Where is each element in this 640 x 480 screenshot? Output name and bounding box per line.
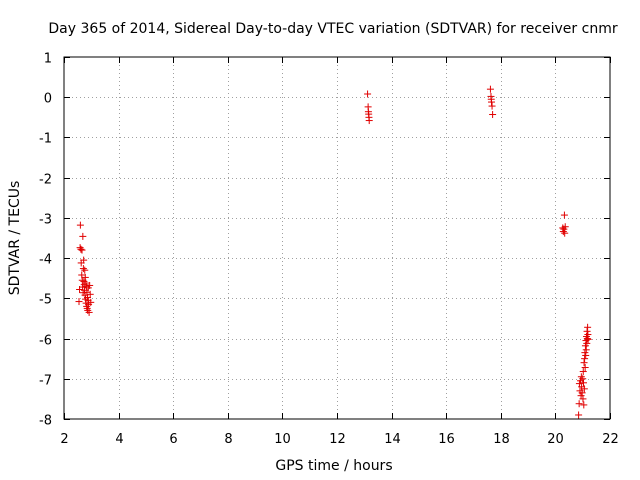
x-axis-label: GPS time / hours (275, 458, 392, 474)
data-point (78, 246, 86, 254)
y-tick-label: 1 (44, 52, 52, 67)
data-point (582, 351, 590, 359)
data-point (81, 266, 89, 274)
data-point (364, 90, 372, 98)
x-tick-label: 10 (274, 432, 291, 447)
data-point (580, 385, 588, 393)
x-tick-label: 12 (329, 432, 346, 447)
data-point (583, 335, 591, 343)
data-point (583, 339, 591, 347)
data-point (584, 335, 592, 343)
data-point (486, 85, 494, 93)
data-point (79, 265, 87, 273)
y-tick-label: -5 (39, 293, 52, 308)
data-point (86, 281, 94, 289)
x-tick-label: 22 (602, 432, 619, 447)
y-tick-label: -4 (39, 253, 52, 268)
data-point (580, 401, 588, 409)
data-point (82, 279, 90, 287)
data-point (582, 346, 590, 354)
data-point (575, 400, 583, 408)
data-point (489, 111, 497, 119)
data-point (85, 308, 93, 316)
data-points (75, 85, 592, 419)
data-point (77, 245, 85, 253)
data-point (580, 379, 588, 387)
data-point (578, 389, 586, 397)
data-point (584, 323, 592, 331)
x-tick-label: 18 (493, 432, 510, 447)
data-point (75, 298, 83, 306)
data-point (581, 355, 589, 363)
x-tick-label: 16 (438, 432, 455, 447)
data-point (86, 290, 94, 298)
data-point (579, 395, 587, 403)
grid (64, 57, 610, 419)
data-point (488, 98, 496, 106)
y-tick-label: -7 (39, 374, 52, 389)
y-tick-label: 0 (44, 92, 52, 107)
data-point (561, 229, 569, 237)
y-tick-label: -8 (39, 414, 52, 429)
data-point (365, 117, 373, 125)
data-point (78, 271, 86, 279)
data-point (561, 223, 569, 231)
y-tick-label: -3 (39, 213, 52, 228)
data-point (583, 327, 591, 335)
data-point (581, 364, 589, 372)
data-point (580, 359, 588, 367)
y-tick-label: -6 (39, 334, 52, 349)
x-tick-label: 8 (224, 432, 232, 447)
y-tick-label: -1 (39, 132, 52, 147)
data-point (81, 273, 89, 281)
data-point (488, 102, 496, 110)
data-point (579, 368, 587, 376)
chart-title: Day 365 of 2014, Sidereal Day-to-day VTE… (48, 21, 617, 37)
y-axis-label: SDTVAR / TECUs (7, 181, 23, 296)
x-tick-label: 20 (547, 432, 564, 447)
data-point (80, 256, 88, 264)
data-point (575, 411, 583, 419)
data-point (579, 375, 587, 383)
x-tick-label: 14 (384, 432, 401, 447)
data-point (76, 221, 84, 229)
data-point (87, 298, 95, 306)
data-point (560, 211, 568, 219)
x-tick-label: 4 (115, 432, 123, 447)
x-tick-label: 6 (169, 432, 177, 447)
y-tick-label: -2 (39, 173, 52, 188)
data-point (79, 232, 87, 240)
x-tick-label: 2 (60, 432, 68, 447)
